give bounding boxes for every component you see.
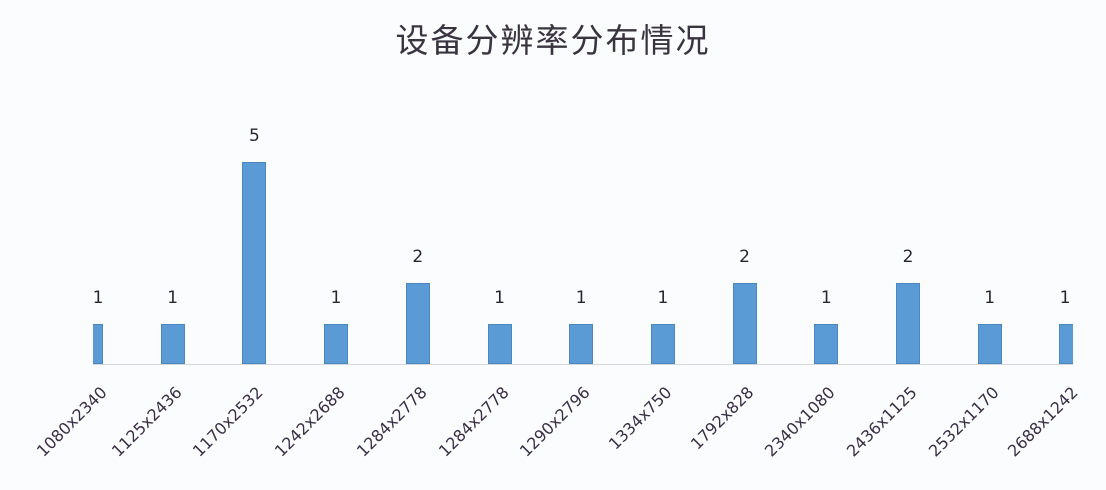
bar xyxy=(93,323,103,364)
bar xyxy=(896,283,920,364)
plot-area xyxy=(93,0,1073,490)
x-axis-line xyxy=(93,364,1073,365)
bar xyxy=(487,323,512,364)
data-label: 1 xyxy=(167,287,179,308)
data-label: 1 xyxy=(330,287,342,308)
data-label: 5 xyxy=(248,126,260,146)
bar xyxy=(324,323,349,364)
chart-title: 设备分辨率分布情况 xyxy=(395,21,711,60)
data-label: 2 xyxy=(739,247,750,268)
data-label: 1 xyxy=(494,287,505,308)
bar xyxy=(977,323,1002,364)
bar xyxy=(1059,323,1073,364)
data-label: 1 xyxy=(820,287,832,308)
bar xyxy=(732,283,757,364)
data-label: 1 xyxy=(657,287,669,308)
bar xyxy=(650,323,675,364)
bar xyxy=(569,323,594,364)
data-label: 1 xyxy=(575,287,587,308)
data-label: 2 xyxy=(902,247,914,268)
bar xyxy=(405,283,430,364)
data-label: 2 xyxy=(412,247,424,268)
data-label: 1 xyxy=(984,287,996,308)
data-label: 1 xyxy=(92,287,104,308)
bar xyxy=(242,162,267,364)
bar xyxy=(160,323,185,364)
bar xyxy=(814,323,839,364)
data-label: 1 xyxy=(1059,287,1071,308)
